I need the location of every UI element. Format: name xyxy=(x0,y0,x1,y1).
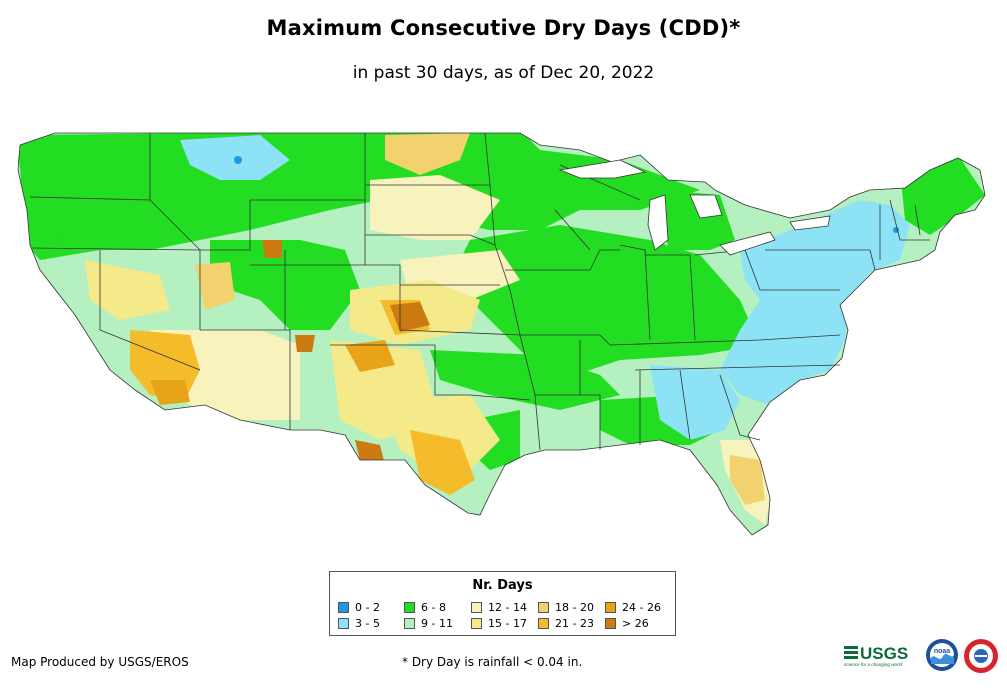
region-0-2-montana xyxy=(234,156,242,164)
region-6-8-midwest xyxy=(455,225,760,380)
legend-swatch xyxy=(471,618,482,629)
legend-item-9-11: 9 - 11 xyxy=(404,617,453,630)
legend-item-21-23: 21 - 23 xyxy=(538,617,594,630)
lake-huron xyxy=(689,194,723,219)
region-6-8-new-england xyxy=(900,158,985,235)
legend-item-0-2: 0 - 2 xyxy=(338,601,380,614)
legend-item-24-26: 24 - 26 xyxy=(605,601,661,614)
region-21-23-south-texas xyxy=(410,430,475,495)
map-title: Maximum Consecutive Dry Days (CDD)* xyxy=(266,16,741,40)
legend-item-12-14: 12 - 14 xyxy=(471,601,527,614)
noaa-wave-icon xyxy=(931,654,954,664)
nws-logo xyxy=(964,639,998,673)
noaa-wordmark: noaa xyxy=(934,648,950,655)
region-over-26-nm-west xyxy=(295,335,315,352)
usgs-logo: USGS science for a changing world xyxy=(844,644,908,667)
legend-swatch xyxy=(538,602,549,613)
legend-swatch xyxy=(605,602,616,613)
us-dry-days-map xyxy=(17,132,986,536)
legend-item-6-8: 6 - 8 xyxy=(404,601,446,614)
region-3-5-southeast xyxy=(650,365,740,440)
legend: Nr. Days 0 - 2 3 - 5 6 - 8 9 - 11 12 - 1… xyxy=(329,571,676,636)
legend-item-18-20: 18 - 20 xyxy=(538,601,594,614)
usgs-wordmark: USGS xyxy=(860,644,908,663)
legend-swatch xyxy=(471,602,482,613)
dry-day-footnote: * Dry Day is rainfall < 0.04 in. xyxy=(402,655,583,669)
region-6-8-pacific-coast xyxy=(18,150,65,260)
region-18-20-north-dakota xyxy=(385,133,470,175)
state-boundaries xyxy=(17,132,986,536)
legend-item-3-5: 3 - 5 xyxy=(338,617,380,630)
great-lakes xyxy=(558,159,831,256)
noaa-logo: noaa xyxy=(926,639,958,671)
region-24-26-nm xyxy=(345,340,395,372)
region-24-26-az xyxy=(150,380,190,405)
legend-swatch xyxy=(338,618,349,629)
region-15-17-texas xyxy=(380,395,500,470)
map-credit: Map Produced by USGS/EROS xyxy=(11,655,189,669)
legend-item-over-26: > 26 xyxy=(605,617,649,630)
legend-swatch xyxy=(538,618,549,629)
map-subtitle: in past 30 days, as of Dec 20, 2022 xyxy=(352,63,655,83)
usgs-waves-icon xyxy=(844,646,858,659)
dry-days-regions xyxy=(18,133,985,535)
legend-swatch xyxy=(404,602,415,613)
lake-superior xyxy=(558,159,647,179)
region-3-5-east xyxy=(720,200,910,405)
region-12-14-plains xyxy=(370,175,500,240)
region-15-17-great-basin xyxy=(85,260,170,320)
legend-item-15-17: 15 - 17 xyxy=(471,617,527,630)
lake-michigan xyxy=(647,194,669,251)
lake-erie xyxy=(719,231,776,256)
legend-swatch xyxy=(338,602,349,613)
legend-swatch xyxy=(605,618,616,629)
region-18-20-utah xyxy=(195,262,235,310)
region-18-20-florida xyxy=(730,455,765,505)
legend-swatch xyxy=(404,618,415,629)
usgs-tagline: science for a changing world xyxy=(844,662,903,667)
lake-ontario xyxy=(789,215,831,231)
region-over-26-wyoming xyxy=(262,240,282,258)
legend-title: Nr. Days xyxy=(472,578,533,593)
